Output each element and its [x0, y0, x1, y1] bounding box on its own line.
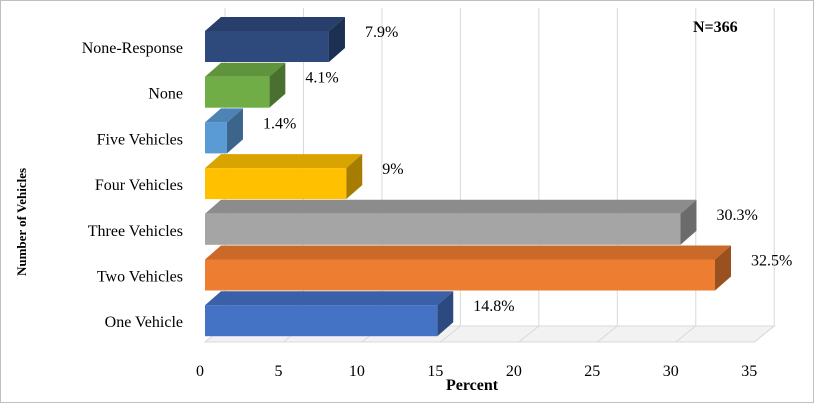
x-tick-label: 35	[741, 363, 757, 380]
category-label: None-Response	[82, 40, 183, 57]
y-axis-title: Number of Vehicles	[14, 168, 29, 276]
data-label: 7.9%	[365, 24, 398, 41]
gridline	[753, 8, 775, 343]
bar-top-face	[205, 108, 243, 123]
category-label: Three Vehicles	[88, 223, 183, 240]
bar-front-face	[205, 76, 270, 108]
x-tick-label: 15	[427, 363, 443, 380]
bar-side-face	[226, 108, 243, 154]
bar	[205, 154, 363, 200]
bar-top-face	[205, 245, 731, 260]
bar-front-face	[205, 305, 438, 337]
x-tick-label: 10	[349, 363, 365, 380]
x-tick-label: 30	[663, 363, 679, 380]
category-label: Five Vehicles	[97, 131, 183, 148]
x-tick-label: 25	[584, 363, 600, 380]
gridline	[518, 8, 540, 343]
x-tick-labels: 0 5 10 15 20 25 30 35	[196, 363, 757, 380]
sample-size-annotation: N=366	[693, 19, 738, 36]
category-labels: None-Response None Five Vehicles Four Vehic…	[82, 40, 183, 331]
bar-front-face	[205, 168, 347, 200]
bar-side-face	[437, 291, 454, 337]
bar-front-face	[205, 213, 681, 245]
x-tick-label: 20	[506, 363, 522, 380]
data-label: 4.1%	[305, 70, 338, 87]
x-axis-title: Percent	[446, 377, 499, 394]
bar-front-face	[205, 122, 227, 154]
bar-side-face	[680, 199, 697, 245]
gridline	[675, 8, 697, 343]
data-label: 32.5%	[751, 253, 792, 270]
data-label: 1.4%	[263, 115, 296, 132]
bar-side-face	[715, 245, 731, 291]
data-label: 9%	[382, 161, 403, 178]
bar-side-face	[269, 62, 286, 108]
data-label: 30.3%	[716, 207, 757, 224]
bar-top-face	[205, 62, 286, 77]
bar	[205, 17, 345, 62]
gridline	[440, 8, 461, 343]
bars	[205, 17, 731, 337]
bar	[205, 291, 454, 337]
bar	[205, 62, 286, 108]
gridline	[596, 8, 618, 343]
bar	[205, 199, 697, 245]
bar-front-face	[205, 259, 715, 291]
category-label: None	[148, 86, 183, 103]
bar-side-face	[346, 154, 363, 200]
category-label: Four Vehicles	[95, 177, 183, 194]
data-label: 14.8%	[473, 298, 514, 315]
category-label: Two Vehicles	[97, 269, 183, 286]
x-tick-label: 0	[196, 363, 204, 380]
data-labels: 7.9% 4.1% 1.4% 9% 30.3% 32.5% 14.8%	[263, 24, 792, 315]
bar-top-face	[205, 154, 363, 169]
bar-top-face	[205, 199, 697, 214]
grid	[203, 8, 776, 343]
bar-top-face	[205, 291, 454, 306]
category-label: One Vehicle	[105, 314, 183, 331]
x-tick-label: 5	[274, 363, 282, 380]
bar-side-face	[328, 17, 345, 62]
bar-top-face	[205, 17, 345, 31]
bar-front-face	[205, 31, 329, 62]
bar	[205, 108, 243, 154]
bar	[205, 245, 731, 291]
